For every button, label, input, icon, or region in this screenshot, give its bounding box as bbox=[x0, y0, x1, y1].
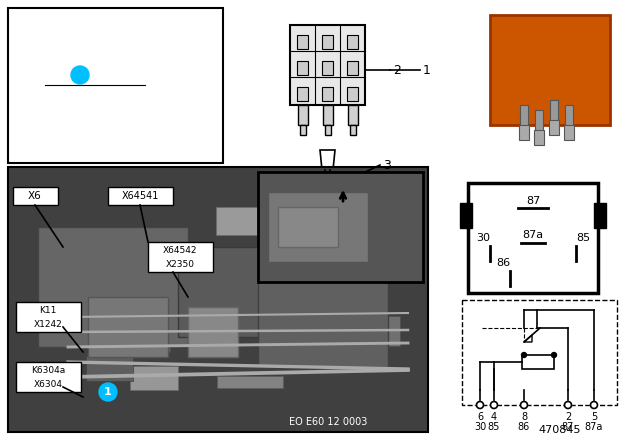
Circle shape bbox=[591, 401, 598, 409]
Bar bbox=[300, 125, 306, 135]
Bar bbox=[323, 105, 333, 125]
Bar bbox=[290, 25, 365, 105]
Bar bbox=[594, 203, 606, 228]
Bar bbox=[297, 87, 308, 101]
Text: 30: 30 bbox=[476, 233, 490, 243]
Text: 8: 8 bbox=[521, 412, 527, 422]
Bar bbox=[216, 207, 274, 235]
Bar bbox=[16, 362, 81, 392]
Bar bbox=[535, 110, 543, 135]
Bar bbox=[8, 167, 428, 432]
Bar bbox=[519, 125, 529, 140]
Bar bbox=[130, 366, 178, 390]
Bar bbox=[565, 105, 573, 130]
Bar bbox=[188, 307, 238, 357]
Bar bbox=[16, 302, 81, 332]
Circle shape bbox=[490, 401, 497, 409]
Bar bbox=[148, 242, 213, 272]
Bar bbox=[322, 61, 333, 75]
Text: 87: 87 bbox=[526, 196, 540, 206]
Bar bbox=[297, 61, 308, 75]
Circle shape bbox=[520, 401, 527, 409]
Bar bbox=[325, 125, 331, 135]
Circle shape bbox=[477, 401, 483, 409]
Text: 87a: 87a bbox=[585, 422, 603, 432]
Bar bbox=[347, 61, 358, 75]
Bar bbox=[534, 130, 544, 145]
Bar bbox=[88, 297, 168, 357]
Text: X64542: X64542 bbox=[163, 246, 197, 254]
Bar bbox=[520, 105, 528, 130]
Bar bbox=[297, 35, 308, 49]
Bar bbox=[158, 336, 230, 347]
Bar bbox=[490, 15, 610, 125]
Circle shape bbox=[522, 353, 527, 358]
Bar bbox=[341, 208, 404, 242]
Bar bbox=[217, 376, 283, 388]
Bar bbox=[462, 300, 617, 405]
Bar bbox=[550, 100, 558, 125]
Text: 2: 2 bbox=[393, 64, 401, 77]
Bar bbox=[108, 187, 173, 205]
Text: 5: 5 bbox=[591, 412, 597, 422]
Text: X6304: X6304 bbox=[33, 379, 63, 388]
Text: 1: 1 bbox=[76, 70, 84, 80]
Text: K6304a: K6304a bbox=[31, 366, 65, 375]
Bar bbox=[13, 187, 58, 205]
Bar bbox=[522, 355, 554, 369]
Circle shape bbox=[99, 383, 117, 401]
Text: 30: 30 bbox=[474, 422, 486, 432]
Bar bbox=[178, 247, 278, 337]
Bar bbox=[564, 125, 574, 140]
Bar bbox=[321, 316, 400, 346]
Text: 3: 3 bbox=[383, 159, 391, 172]
Text: 6: 6 bbox=[477, 412, 483, 422]
Text: 1: 1 bbox=[104, 387, 112, 397]
Bar bbox=[258, 172, 423, 282]
Text: 87a: 87a bbox=[522, 230, 543, 240]
Text: X64541: X64541 bbox=[122, 191, 159, 201]
Bar bbox=[8, 8, 223, 163]
Bar bbox=[350, 125, 356, 135]
Text: 1: 1 bbox=[423, 64, 431, 77]
Circle shape bbox=[564, 401, 572, 409]
Bar bbox=[348, 105, 358, 125]
Text: 86: 86 bbox=[518, 422, 530, 432]
Text: K11: K11 bbox=[39, 306, 57, 314]
Bar bbox=[268, 192, 368, 262]
Bar bbox=[322, 35, 333, 49]
Text: X2350: X2350 bbox=[166, 259, 195, 268]
Text: X1242: X1242 bbox=[34, 319, 62, 328]
Bar bbox=[115, 303, 170, 352]
Bar bbox=[322, 87, 333, 101]
Bar bbox=[298, 105, 308, 125]
Text: 470845: 470845 bbox=[539, 425, 581, 435]
Bar bbox=[347, 35, 358, 49]
Bar bbox=[258, 227, 388, 367]
Text: 85: 85 bbox=[576, 233, 590, 243]
Bar bbox=[549, 120, 559, 135]
Bar bbox=[468, 183, 598, 293]
Text: 85: 85 bbox=[488, 422, 500, 432]
Bar bbox=[347, 87, 358, 101]
Bar bbox=[8, 167, 428, 432]
Text: X6: X6 bbox=[28, 191, 42, 201]
Bar bbox=[38, 227, 188, 347]
Bar bbox=[86, 356, 133, 381]
Text: EO E60 12 0003: EO E60 12 0003 bbox=[289, 417, 367, 427]
Bar bbox=[278, 207, 338, 247]
Bar bbox=[460, 203, 472, 228]
Text: 86: 86 bbox=[496, 258, 510, 268]
Text: 87: 87 bbox=[562, 422, 574, 432]
Text: 4: 4 bbox=[491, 412, 497, 422]
Circle shape bbox=[552, 353, 557, 358]
Text: 2: 2 bbox=[565, 412, 571, 422]
Circle shape bbox=[71, 66, 89, 84]
